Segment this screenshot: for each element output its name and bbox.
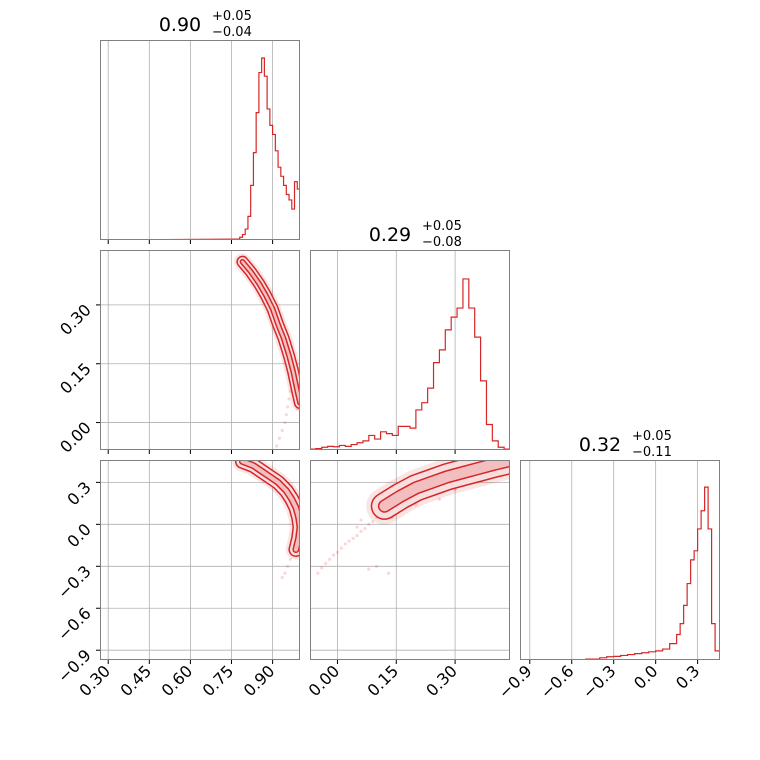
title-value: 0.32	[579, 434, 621, 456]
y-tick-label: −0.6	[54, 604, 95, 645]
x-tick-label: 0.45	[117, 661, 156, 700]
scatter-panel-1	[100, 460, 300, 660]
x-tick-label: 0.75	[199, 661, 238, 700]
histogram-step-line	[310, 278, 510, 450]
scatter-panel-2	[310, 460, 510, 660]
panel-frame	[100, 250, 300, 450]
scatter-point	[280, 428, 284, 432]
scatter-point	[287, 397, 291, 401]
x-tick-label: 0.30	[422, 661, 461, 700]
panel-title-1: 0.29 +0.05−0.08	[369, 219, 462, 250]
scatter-point	[283, 571, 287, 575]
x-tick-label: 0.00	[305, 661, 344, 700]
x-tick-label: 0.60	[158, 661, 197, 700]
panel-frame	[310, 460, 510, 660]
scatter-point	[277, 436, 282, 440]
title-plus-error: +0.05	[632, 429, 672, 444]
scatter-point	[371, 519, 375, 524]
scatter-point	[324, 561, 328, 566]
scatter-point	[316, 571, 320, 575]
title-plus-error: +0.05	[212, 9, 252, 24]
panel-frame	[310, 250, 510, 450]
histogram-panel-2	[520, 460, 720, 660]
x-tick-label: 0.3	[672, 661, 703, 692]
panel-title-0: 0.90 +0.05−0.04	[159, 9, 252, 40]
contour-core	[241, 260, 300, 405]
scatter-point	[359, 529, 363, 533]
scatter-point	[355, 533, 359, 538]
title-minus-error: −0.11	[632, 445, 672, 460]
scatter-point	[280, 575, 284, 580]
scatter-point	[351, 536, 355, 540]
scatter-point	[283, 420, 287, 425]
histogram-step-line	[520, 486, 720, 660]
scatter-point	[275, 444, 279, 448]
y-tick-label: 0.30	[56, 300, 95, 339]
y-tick-label: 0.15	[56, 359, 95, 398]
histogram-panel-0	[100, 40, 300, 240]
x-tick-label: −0.9	[495, 661, 536, 702]
scatter-point	[355, 525, 359, 529]
scatter-point	[437, 497, 442, 501]
title-plus-error: +0.05	[422, 219, 462, 234]
x-tick-label: 0.15	[363, 661, 402, 700]
x-tick-label: −0.6	[537, 661, 578, 702]
title-minus-error: −0.04	[212, 25, 252, 40]
scatter-point	[375, 564, 379, 568]
scatter-point	[286, 405, 290, 409]
scatter-point	[367, 522, 371, 526]
x-tick-label: 0.0	[630, 661, 661, 692]
y-tick-label: 0.0	[63, 520, 94, 551]
scatter-point	[359, 518, 363, 522]
panel-title-2: 0.32 +0.05−0.11	[579, 429, 672, 460]
scatter-point	[367, 567, 371, 571]
scatter-point	[386, 571, 391, 575]
scatter-point	[363, 526, 367, 531]
scatter-point	[288, 557, 293, 561]
panel-frame	[520, 460, 720, 660]
title-value: 0.90	[159, 14, 201, 36]
y-tick-label: 0.3	[63, 478, 94, 509]
scatter-point	[284, 413, 288, 417]
panel-frame	[100, 40, 300, 240]
x-tick-label: 0.90	[240, 661, 279, 700]
x-tick-label: −0.3	[579, 661, 620, 702]
y-tick-label: 0.00	[56, 418, 95, 457]
scatter-point	[328, 557, 332, 561]
scatter-point	[347, 539, 351, 543]
histogram-step-line	[100, 57, 300, 240]
title-value: 0.29	[369, 224, 411, 246]
contour-core	[379, 460, 510, 512]
scatter-panel-0	[100, 250, 300, 450]
scatter-point	[339, 546, 343, 550]
title-minus-error: −0.08	[422, 235, 462, 250]
histogram-panel-1	[310, 250, 510, 450]
scatter-point	[320, 566, 324, 570]
scatter-point	[286, 564, 290, 568]
y-tick-label: −0.3	[54, 562, 95, 603]
scatter-point	[331, 553, 336, 557]
scatter-point	[335, 550, 340, 554]
scatter-point	[343, 542, 347, 546]
panel-frame	[100, 460, 300, 660]
